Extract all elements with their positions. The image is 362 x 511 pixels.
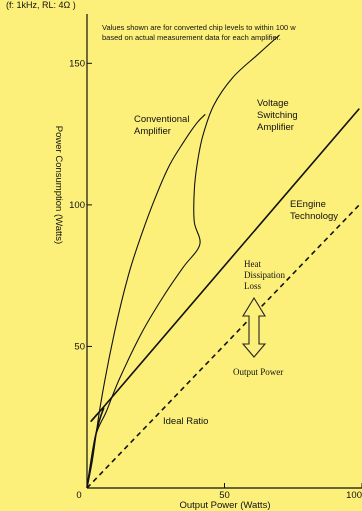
series-line-ideal-ratio — [86, 204, 360, 489]
heat-dissipation-arrow — [241, 296, 267, 358]
ticks: 0 50 100 50 100 150 — [69, 58, 362, 501]
label-voltage-3: Amplifier — [257, 122, 294, 133]
y-tick-label: 100 — [69, 200, 85, 211]
label-ideal-ratio: Ideal Ratio — [163, 416, 208, 427]
label-eengine-2: Technology — [290, 211, 338, 222]
conditions-label: (f: 1kHz, RL: 4Ω ) — [6, 0, 76, 10]
y-axis-title: Power Consumption (Watts) — [53, 126, 64, 244]
label-eengine-1: EEngine — [290, 199, 326, 210]
label-voltage-2: Switching — [257, 110, 298, 121]
label-output-power: Output Power — [233, 367, 283, 377]
x-tick-label: 100 — [346, 490, 362, 501]
label-heat-1: Heat — [244, 259, 261, 269]
series-line-eengine-technology — [86, 108, 360, 489]
label-voltage-1: Voltage — [257, 98, 289, 109]
x-tick-label: 50 — [219, 490, 230, 501]
label-conventional-2: Amplifier — [134, 126, 171, 137]
series-group — [86, 34, 360, 489]
label-conventional-1: Conventional — [134, 114, 189, 125]
label-heat-2: Dissipation — [244, 270, 286, 280]
chart-note-line-1: Values shown are for converted chip leve… — [102, 23, 296, 32]
x-tick-label: 0 — [76, 490, 81, 501]
x-axis-title: Output Power (Watts) — [180, 500, 271, 511]
label-heat-3: Loss — [244, 281, 262, 291]
axes — [86, 14, 362, 489]
chart-note-line-2: based on actual measurement data for eac… — [102, 33, 281, 42]
double-arrow-icon — [241, 296, 267, 358]
series-line-conventional-amplifier — [86, 113, 206, 489]
y-tick-label: 150 — [69, 58, 85, 69]
y-tick-label: 50 — [74, 341, 85, 352]
